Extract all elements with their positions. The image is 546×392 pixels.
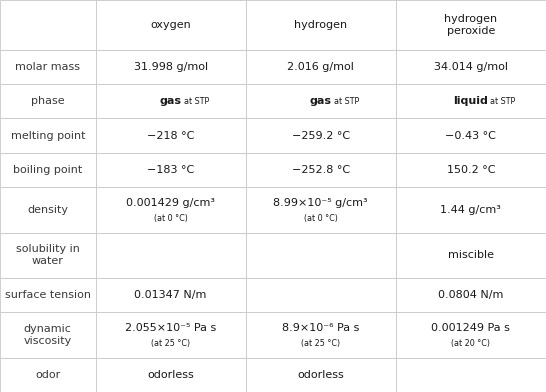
Bar	[0, 49, 96, 84]
Text: (at 0 °C): (at 0 °C)	[304, 214, 338, 223]
Text: solubility in
water: solubility in water	[16, 244, 80, 267]
Bar	[0, 153, 96, 187]
Text: −218 °C: −218 °C	[147, 131, 194, 141]
Bar	[396, 118, 546, 153]
Text: 2.055×10⁻⁵ Pa s: 2.055×10⁻⁵ Pa s	[125, 323, 216, 333]
Bar	[0, 278, 96, 312]
Text: 2.016 g/mol: 2.016 g/mol	[287, 62, 354, 72]
Text: at STP: at STP	[185, 97, 210, 106]
Text: (at 20 °C): (at 20 °C)	[452, 339, 490, 348]
Bar	[246, 312, 396, 358]
Bar	[246, 0, 396, 49]
Bar	[96, 187, 246, 232]
Bar	[246, 187, 396, 232]
Text: gas: gas	[159, 96, 182, 106]
Bar	[396, 232, 546, 278]
Bar	[396, 49, 546, 84]
Text: gas: gas	[310, 96, 332, 106]
Bar	[246, 278, 396, 312]
Text: −0.43 °C: −0.43 °C	[446, 131, 496, 141]
Text: −252.8 °C: −252.8 °C	[292, 165, 350, 175]
Bar	[246, 232, 396, 278]
Text: odorless: odorless	[298, 370, 344, 380]
Bar	[246, 49, 396, 84]
Bar	[246, 153, 396, 187]
Text: 0.001249 Pa s: 0.001249 Pa s	[431, 323, 511, 333]
Text: 0.001429 g/cm³: 0.001429 g/cm³	[126, 198, 215, 208]
Bar	[0, 232, 96, 278]
Bar	[0, 0, 96, 49]
Bar	[96, 358, 246, 392]
Bar	[0, 358, 96, 392]
Text: (at 25 °C): (at 25 °C)	[301, 339, 340, 348]
Bar	[246, 358, 396, 392]
Bar	[246, 84, 396, 118]
Text: 8.99×10⁻⁵ g/cm³: 8.99×10⁻⁵ g/cm³	[274, 198, 368, 208]
Text: density: density	[27, 205, 68, 215]
Text: (at 25 °C): (at 25 °C)	[151, 339, 190, 348]
Bar	[0, 84, 96, 118]
Bar	[396, 358, 546, 392]
Bar	[96, 84, 246, 118]
Bar	[0, 187, 96, 232]
Text: 0.01347 N/m: 0.01347 N/m	[134, 290, 207, 300]
Text: 8.9×10⁻⁶ Pa s: 8.9×10⁻⁶ Pa s	[282, 323, 359, 333]
Text: 31.998 g/mol: 31.998 g/mol	[134, 62, 207, 72]
Text: 0.0804 N/m: 0.0804 N/m	[438, 290, 503, 300]
Bar	[396, 84, 546, 118]
Bar	[396, 0, 546, 49]
Bar	[0, 118, 96, 153]
Text: at STP: at STP	[490, 97, 515, 106]
Text: melting point: melting point	[10, 131, 85, 141]
Bar	[0, 312, 96, 358]
Bar	[96, 278, 246, 312]
Bar	[96, 312, 246, 358]
Text: 1.44 g/cm³: 1.44 g/cm³	[441, 205, 501, 215]
Text: −183 °C: −183 °C	[147, 165, 194, 175]
Bar	[396, 278, 546, 312]
Text: surface tension: surface tension	[5, 290, 91, 300]
Bar	[96, 153, 246, 187]
Bar	[96, 232, 246, 278]
Text: phase: phase	[31, 96, 64, 106]
Text: dynamic
viscosity: dynamic viscosity	[23, 324, 72, 346]
Text: −259.2 °C: −259.2 °C	[292, 131, 350, 141]
Text: odor: odor	[35, 370, 61, 380]
Text: liquid: liquid	[454, 96, 488, 106]
Text: miscible: miscible	[448, 250, 494, 260]
Bar	[246, 118, 396, 153]
Text: molar mass: molar mass	[15, 62, 80, 72]
Text: (at 0 °C): (at 0 °C)	[153, 214, 188, 223]
Text: oxygen: oxygen	[150, 20, 191, 30]
Bar	[396, 153, 546, 187]
Text: 34.014 g/mol: 34.014 g/mol	[434, 62, 508, 72]
Bar	[396, 187, 546, 232]
Bar	[96, 0, 246, 49]
Text: at STP: at STP	[334, 97, 360, 106]
Text: boiling point: boiling point	[13, 165, 82, 175]
Bar	[396, 312, 546, 358]
Bar	[96, 49, 246, 84]
Text: hydrogen
peroxide: hydrogen peroxide	[444, 14, 497, 36]
Text: 150.2 °C: 150.2 °C	[447, 165, 495, 175]
Bar	[96, 118, 246, 153]
Text: odorless: odorless	[147, 370, 194, 380]
Text: hydrogen: hydrogen	[294, 20, 347, 30]
